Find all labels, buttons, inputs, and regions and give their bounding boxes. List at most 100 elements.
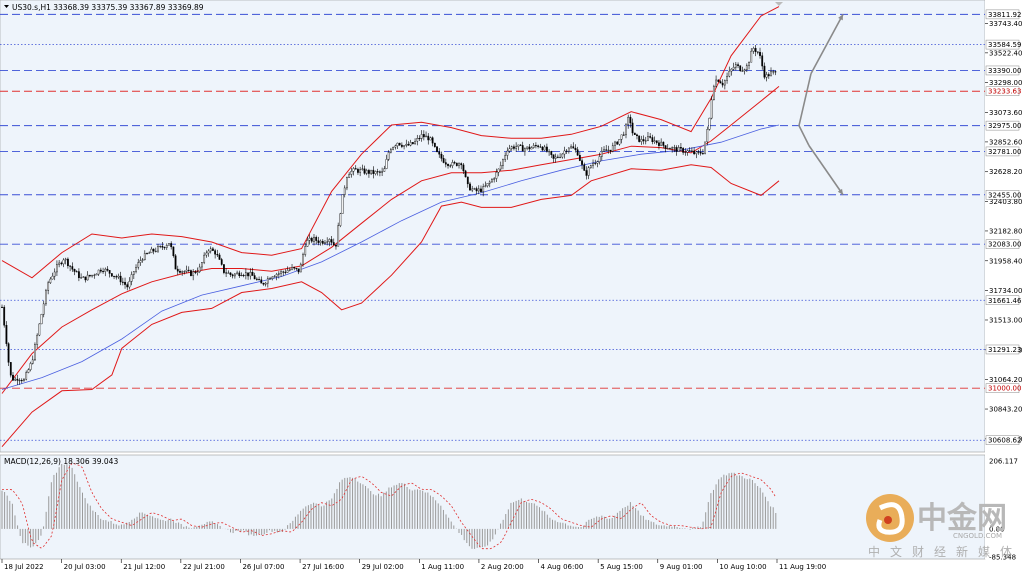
candle-body-267 — [587, 167, 590, 176]
candle-body-50 — [110, 273, 113, 277]
candle-body-317 — [697, 151, 700, 153]
candle-body-164 — [361, 168, 364, 170]
price-tick-label-10: 31513.00 — [989, 316, 1022, 324]
level-tag-box-11 — [985, 435, 1020, 445]
candle-body-102 — [225, 272, 228, 274]
candle-body-103 — [227, 272, 230, 274]
candle-body-202 — [444, 162, 447, 165]
candle-body-320 — [704, 141, 706, 154]
candle-body-174 — [383, 168, 386, 172]
candle-body-195 — [429, 137, 432, 141]
candle-body-326 — [717, 79, 720, 82]
candle-body-40 — [88, 274, 91, 277]
time-tick-label-2: 21 Jul 12:00 — [123, 563, 165, 571]
triangle-down-icon[interactable] — [4, 5, 9, 8]
candle-body-47 — [104, 268, 107, 272]
candle-body-142 — [313, 237, 315, 242]
candle-body-31 — [69, 265, 72, 267]
level-tag-box-10 — [985, 383, 1020, 393]
candle-body-25 — [56, 264, 58, 273]
candle-body-43 — [95, 273, 98, 276]
candle-body-304 — [669, 148, 671, 150]
level-tag-2: 33390.00 — [988, 67, 1021, 75]
price-tick-label-8: 31958.40 — [989, 257, 1022, 265]
time-tick-label-9: 4 Aug 06:00 — [541, 563, 584, 571]
candle-body-351 — [772, 71, 775, 73]
candle-body-36 — [80, 277, 82, 279]
candle-body-212 — [466, 176, 469, 185]
candle-body-106 — [233, 273, 236, 277]
horizontal-levels — [0, 13, 985, 441]
candle-body-329 — [723, 80, 726, 86]
candle-body-198 — [436, 146, 438, 153]
candle-body-173 — [381, 171, 384, 173]
candle-body-148 — [326, 241, 329, 243]
candle-body-217 — [477, 188, 480, 192]
candle-body-29 — [64, 258, 67, 261]
time-tick-label-11: 9 Aug 01:00 — [660, 563, 703, 571]
candle-body-109 — [240, 275, 243, 277]
watermark-tagline: 中文财经新媒体 — [868, 544, 1022, 559]
candle-body-235 — [517, 144, 520, 147]
candle-body-33 — [73, 268, 76, 272]
candle-body-340 — [748, 62, 750, 66]
candle-body-150 — [330, 239, 333, 243]
candle-body-144 — [317, 240, 320, 243]
candle-body-296 — [651, 137, 654, 142]
candle-body-313 — [688, 150, 691, 152]
candle-body-268 — [589, 165, 592, 168]
candle-body-288 — [633, 132, 636, 136]
time-tick-label-8: 2 Aug 20:00 — [481, 563, 524, 571]
candle-body-157 — [346, 177, 348, 189]
candle-body-215 — [473, 188, 476, 190]
candle-body-314 — [691, 150, 693, 152]
time-tick-label-4: 26 Jul 07:00 — [242, 563, 284, 571]
candle-body-236 — [519, 144, 522, 146]
candle-body-282 — [620, 134, 623, 140]
candle-body-90 — [198, 266, 201, 273]
chart-shift-marker-icon[interactable] — [775, 2, 783, 6]
candle-body-335 — [737, 64, 739, 66]
main-plot-area — [0, 0, 986, 453]
candle-body-250 — [550, 151, 553, 155]
candle-body-37 — [82, 276, 85, 278]
candle-body-305 — [671, 147, 674, 150]
candle-body-9 — [20, 380, 23, 382]
candle-body-204 — [449, 165, 452, 167]
candle-body-156 — [343, 187, 346, 195]
candle-body-54 — [119, 275, 122, 283]
candle-body-83 — [183, 271, 186, 273]
candle-body-74 — [163, 247, 166, 249]
candle-body-331 — [728, 70, 731, 77]
level-tag-box-2 — [985, 65, 1020, 76]
candle-body-269 — [592, 163, 594, 166]
candle-body-234 — [515, 146, 518, 149]
candle-body-281 — [618, 139, 621, 145]
candle-body-12 — [27, 369, 30, 373]
candle-body-242 — [532, 145, 535, 148]
level-tag-10: 31000.00 — [988, 385, 1021, 393]
candle-body-20 — [45, 290, 47, 305]
candle-body-224 — [493, 178, 496, 180]
macd-tick-label-2: -85.348 — [989, 554, 1016, 562]
candle-body-318 — [699, 151, 702, 154]
candle-body-32 — [71, 266, 74, 270]
candle-body-51 — [113, 275, 115, 277]
candle-body-292 — [642, 139, 645, 142]
candle-body-172 — [379, 171, 381, 173]
candle-body-272 — [598, 156, 601, 163]
candle-body-185 — [407, 143, 410, 146]
time-tick-label-10: 5 Aug 15:00 — [600, 563, 643, 571]
candle-body-58 — [128, 281, 131, 288]
candle-body-194 — [427, 135, 430, 141]
candle-body-290 — [638, 135, 641, 142]
candle-body-21 — [47, 282, 50, 291]
candle-body-284 — [625, 124, 627, 136]
candle-body-147 — [324, 242, 326, 244]
candle-body-334 — [734, 64, 737, 68]
candle-body-187 — [411, 142, 414, 145]
candle-body-201 — [442, 158, 445, 163]
candle-body-65 — [143, 253, 146, 260]
price-tick-label-5: 32628.20 — [989, 168, 1022, 176]
candle-body-81 — [179, 270, 181, 273]
